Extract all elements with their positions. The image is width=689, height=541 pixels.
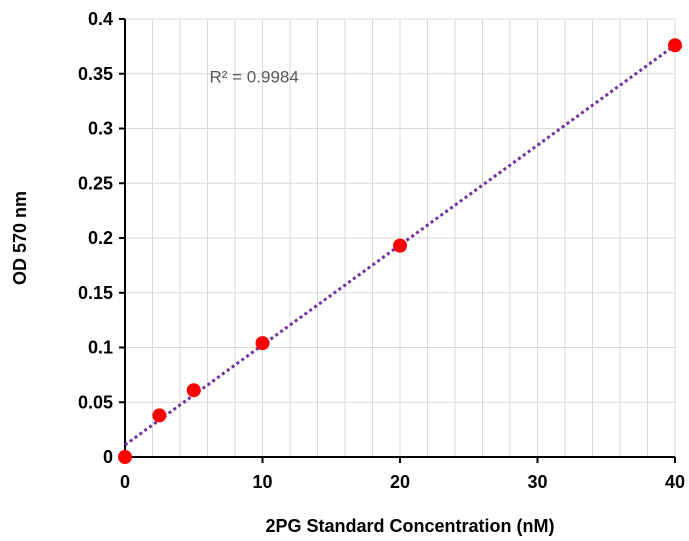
y-tick-label: 0.15 (78, 283, 113, 303)
x-tick-label: 30 (527, 472, 547, 492)
x-tick-label: 40 (665, 472, 685, 492)
x-tick-label: 20 (390, 472, 410, 492)
y-tick-label: 0.05 (78, 392, 113, 412)
data-point (186, 383, 201, 398)
y-axis-title: OD 570 nm (10, 191, 30, 285)
y-tick-label: 0.4 (88, 9, 113, 29)
y-tick-label: 0 (103, 447, 113, 467)
y-tick-label: 0.3 (88, 119, 113, 139)
data-point (118, 450, 132, 464)
data-point (668, 38, 682, 53)
data-points (118, 38, 682, 464)
tick-labels: 0 0.05 0.1 0.15 0.2 0.25 0.3 0.35 0.4 0 10 20 30 40 (78, 9, 685, 492)
y-tick-label: 0.1 (88, 338, 113, 358)
data-point (393, 238, 407, 253)
data-point (255, 336, 270, 351)
x-tick-label: 10 (252, 472, 272, 492)
r-squared-annotation: R² = 0.9984 (210, 68, 299, 87)
y-tick-label: 0.25 (78, 173, 113, 193)
trendline-group (124, 44, 676, 447)
grid-lines (125, 18, 676, 457)
trendline (124, 44, 676, 447)
y-tick-label: 0.2 (88, 228, 113, 248)
x-axis-title: 2PG Standard Concentration (nM) (265, 516, 554, 536)
y-tick-label: 0.35 (78, 64, 113, 84)
data-point (152, 408, 167, 423)
x-tick-label: 0 (120, 472, 130, 492)
